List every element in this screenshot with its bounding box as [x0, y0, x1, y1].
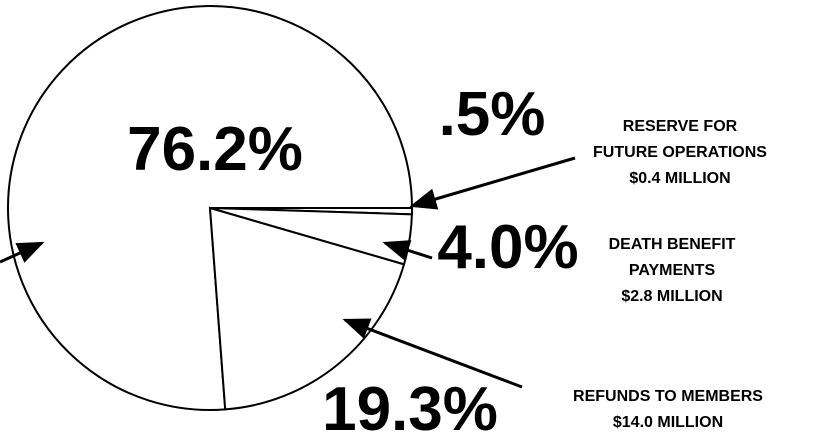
value-label: 19.3% — [322, 375, 498, 439]
arrow — [342, 318, 523, 389]
slices — [7, 5, 414, 411]
category-label: RESERVE FOR FUTURE OPERATIONS $0.4 MILLI… — [593, 118, 767, 187]
value-label: .5% — [439, 80, 546, 149]
category-label: DEATH BENEFIT PAYMENTS $2.8 MILLION — [608, 236, 736, 305]
arrow — [409, 156, 576, 210]
value-label: 76.2% — [127, 115, 303, 184]
value-label: 4.0% — [437, 213, 578, 282]
arrow — [0, 241, 45, 264]
category-label: REFUNDS TO MEMBERS $14.0 MILLION — [573, 388, 763, 431]
slice — [208, 206, 406, 411]
arrow — [382, 240, 433, 261]
